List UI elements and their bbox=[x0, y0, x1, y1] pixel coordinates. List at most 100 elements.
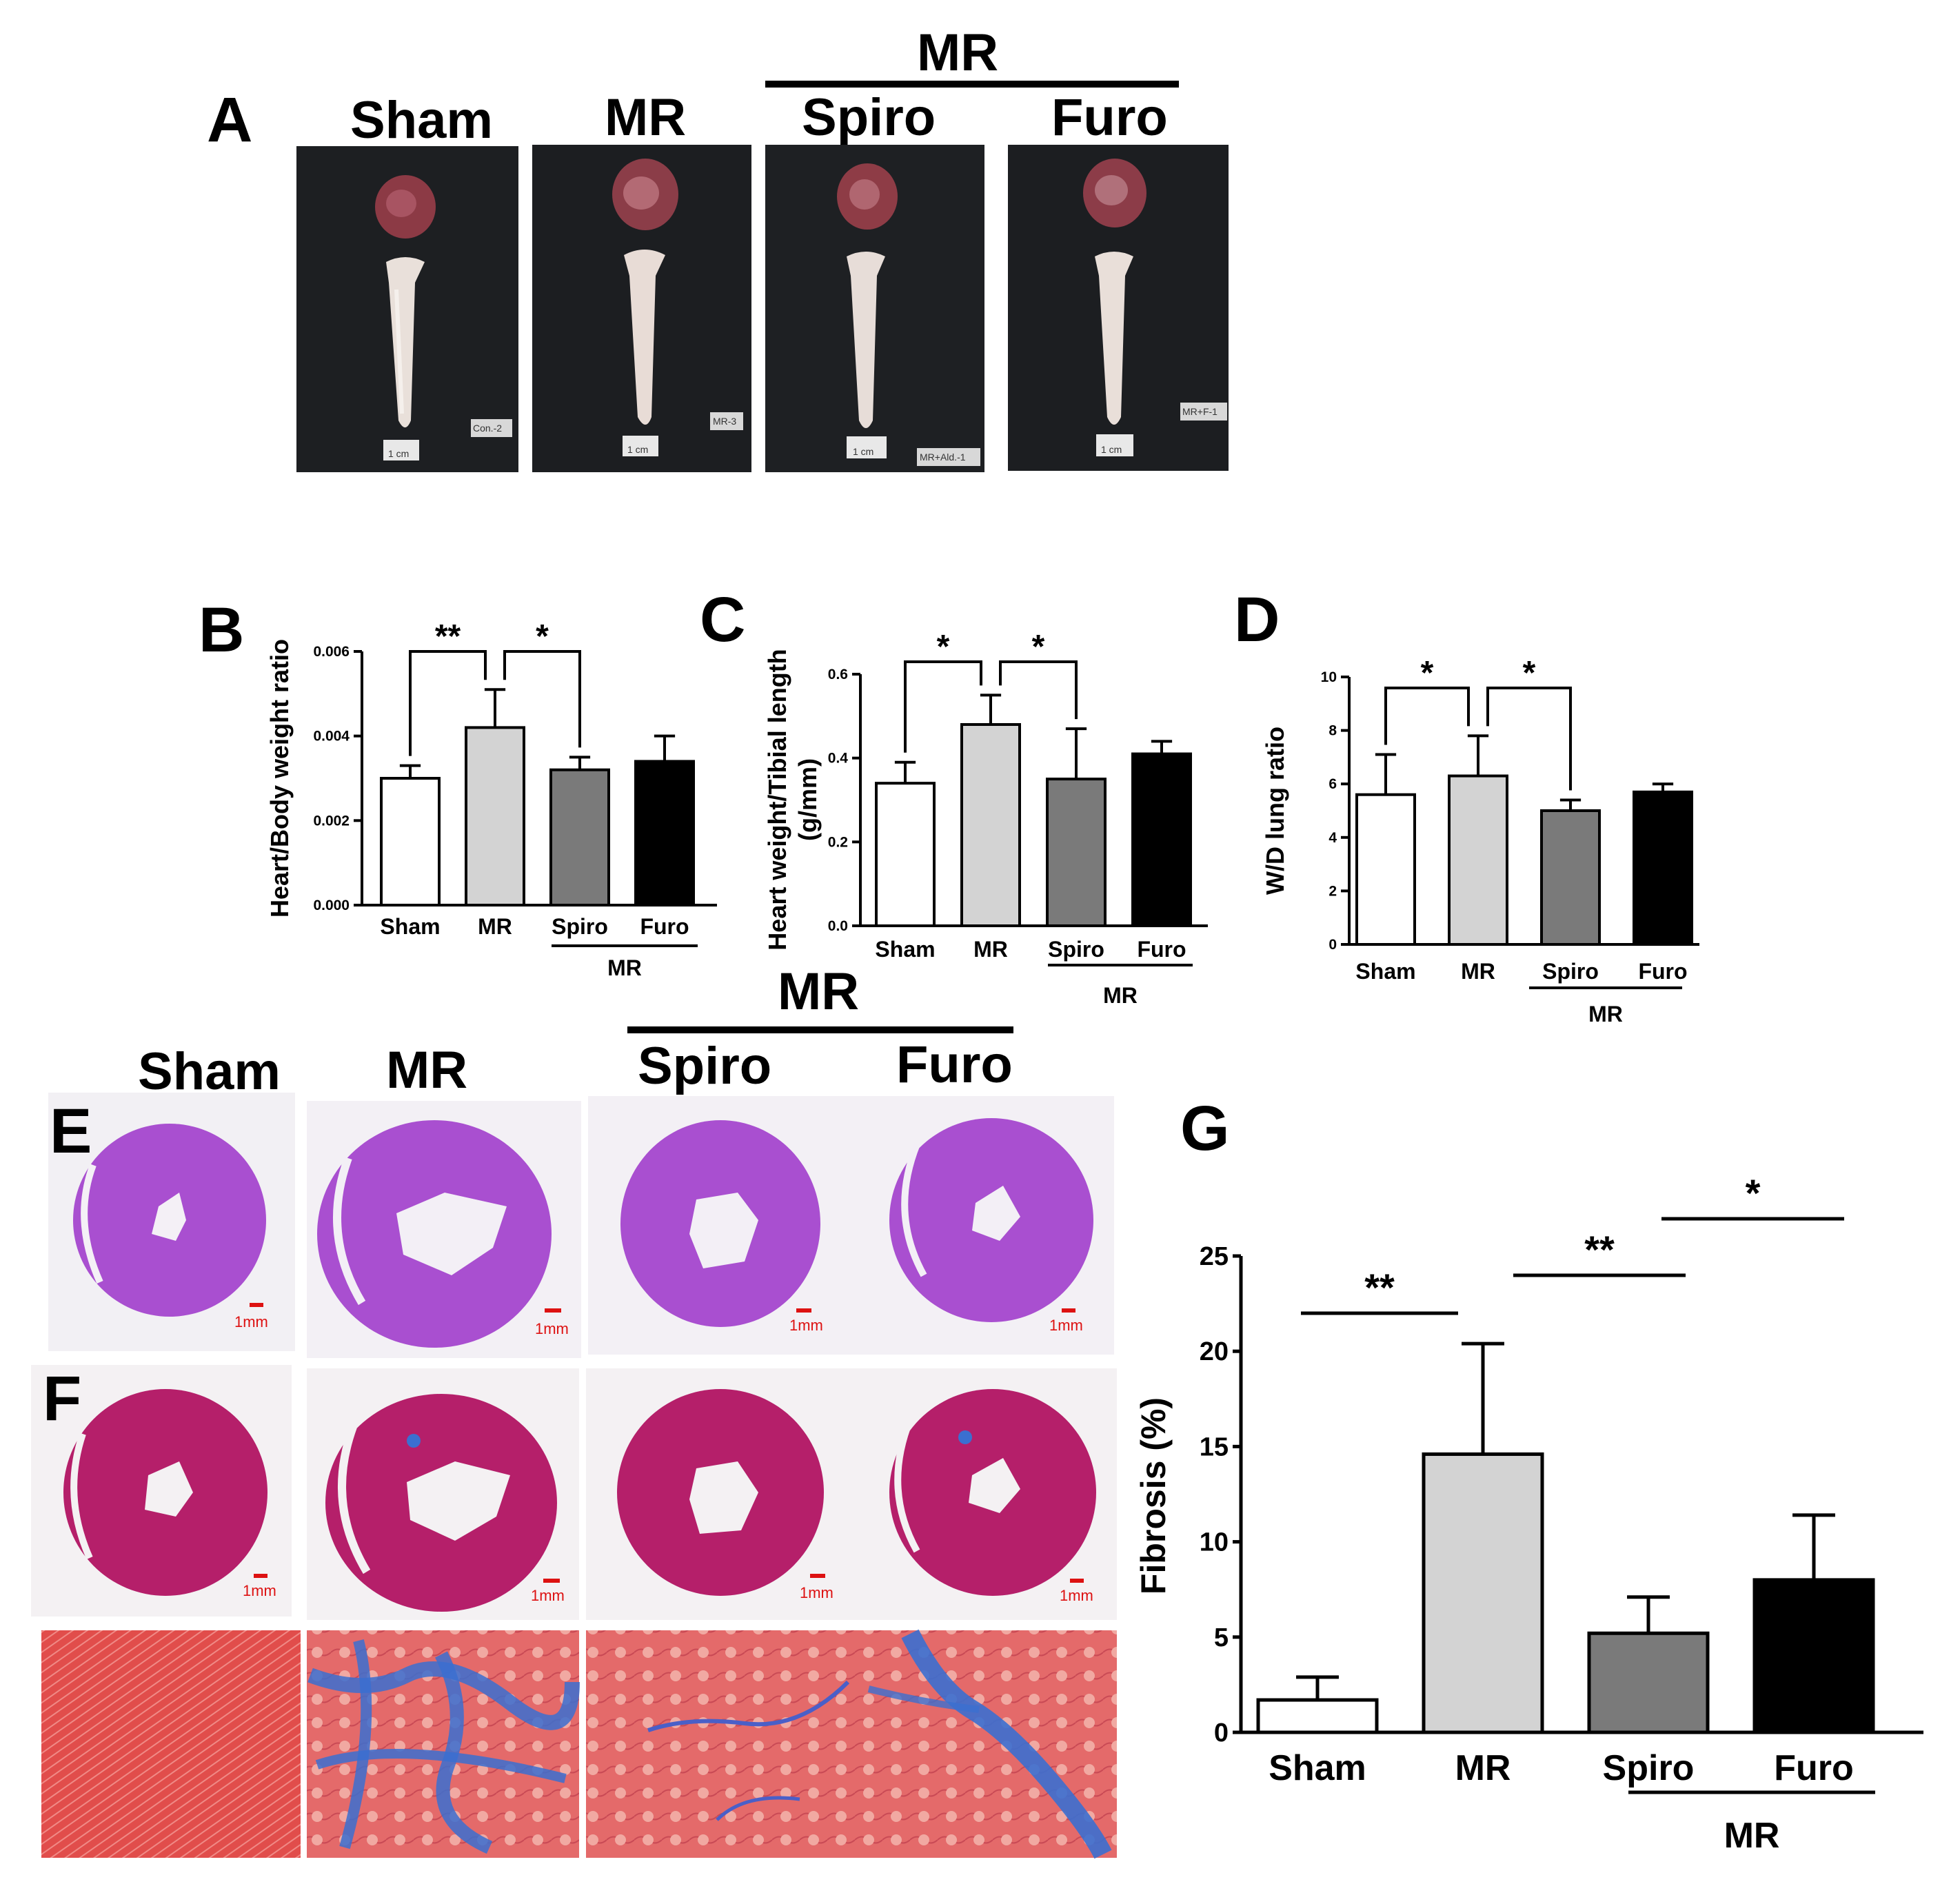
b-bar-spiro bbox=[549, 768, 610, 906]
section-label-spiro: Spiro bbox=[638, 1037, 771, 1095]
panel-label-d: D bbox=[1234, 585, 1280, 655]
c-bar-sham bbox=[875, 782, 936, 927]
d-category-label: Sham bbox=[1355, 959, 1415, 984]
photo-tag-sham: Con.-2 bbox=[473, 423, 502, 434]
c-category-label: Sham bbox=[875, 937, 935, 962]
photo-header-mr: MR bbox=[917, 23, 998, 82]
scale-label-photo-4: 1 cm bbox=[1101, 444, 1122, 455]
g-significance-label: ** bbox=[1364, 1266, 1395, 1309]
c-category-label: Spiro bbox=[1048, 937, 1104, 962]
d-significance-bracket bbox=[1384, 687, 1470, 745]
c-y-tick-label: 0.6 bbox=[828, 667, 848, 682]
c-y-axis-label: Heart weight/Tibial length(g/mm) bbox=[763, 649, 822, 950]
g-category-label: Sham bbox=[1269, 1748, 1366, 1788]
d-significance-label: * bbox=[1523, 655, 1536, 691]
chart-heart-tibial-length: 0.0 0.2 0.4 0.6 Heart weight/Tibial length(g… bbox=[763, 629, 1208, 1008]
g-y-tick-label: 0 bbox=[1214, 1719, 1229, 1748]
panel-label-a: A bbox=[207, 85, 252, 155]
b-significance-label: * bbox=[536, 618, 549, 655]
b-y-tick-label: 0.002 bbox=[313, 813, 350, 829]
d-bar-spiro bbox=[1540, 809, 1601, 946]
d-category-label: Spiro bbox=[1542, 959, 1599, 984]
panel-label-c: C bbox=[700, 585, 745, 655]
b-y-axis-label: Heart/Body weight ratio bbox=[265, 639, 294, 918]
photo-label-mr: MR bbox=[605, 88, 686, 147]
panel-a: A Sham MR MR Spiro Furo 1 cm Con.-2 1 cm… bbox=[207, 23, 1229, 472]
g-bar-spiro bbox=[1587, 1631, 1710, 1734]
g-category-label: MR bbox=[1455, 1748, 1511, 1788]
g-category-label: Furo bbox=[1774, 1748, 1854, 1788]
g-bar-furo bbox=[1752, 1578, 1875, 1734]
section-label-sham: Sham bbox=[138, 1042, 281, 1101]
scale-label-photo-2: 1 cm bbox=[627, 444, 648, 455]
g-y-tick-label: 10 bbox=[1200, 1528, 1229, 1557]
panel-ef: Sham MR MR Spiro Furo 1mm E 1mm 1mm 1mm bbox=[31, 962, 1117, 1859]
b-y-tick-label: 0.000 bbox=[313, 898, 350, 913]
b-bar-furo bbox=[634, 760, 695, 907]
d-group-label: MR bbox=[1588, 1002, 1623, 1026]
c-y-tick-label: 0.2 bbox=[828, 834, 848, 850]
d-category-label: Furo bbox=[1638, 959, 1687, 984]
c-significance-bracket bbox=[904, 660, 982, 753]
panel-label-f: F bbox=[43, 1364, 81, 1434]
b-bar-mr bbox=[465, 726, 525, 907]
masson-hpf-spiro bbox=[586, 1630, 860, 1858]
d-y-tick-label: 6 bbox=[1328, 776, 1337, 792]
chart-fibrosis: 0 5 10 15 20 25 Fibrosis (%) Sham MR Spiro Furo MR *… bbox=[1134, 1171, 1923, 1856]
c-significance-label: * bbox=[937, 629, 950, 665]
photo-label-sham: Sham bbox=[350, 91, 493, 150]
section-header-mr: MR bbox=[778, 962, 859, 1021]
b-y-tick-label: 0.006 bbox=[313, 644, 350, 660]
masson-hpf-mr bbox=[307, 1630, 580, 1858]
panel-label-e: E bbox=[50, 1096, 92, 1166]
d-significance-label: * bbox=[1421, 655, 1434, 691]
scale-label-f4: 1mm bbox=[1060, 1587, 1093, 1604]
section-label-mr: MR bbox=[386, 1041, 467, 1100]
d-category-label: MR bbox=[1461, 959, 1495, 984]
photo-mr: 1 cm MR-3 bbox=[532, 145, 751, 472]
c-y-axis-label-line: (g/mm) bbox=[794, 758, 822, 841]
chart-heart-body-weight: 0.000 0.002 0.004 0.006 Heart/Body weight ra… bbox=[265, 618, 717, 980]
g-y-tick-label: 20 bbox=[1200, 1337, 1229, 1366]
b-significance-bracket bbox=[503, 650, 581, 748]
scale-label-f2: 1mm bbox=[531, 1587, 565, 1604]
g-group-label: MR bbox=[1724, 1816, 1780, 1856]
b-category-label: Spiro bbox=[552, 914, 608, 939]
photo-label-spiro: Spiro bbox=[802, 88, 936, 147]
d-y-axis-label: W/D lung ratio bbox=[1261, 727, 1289, 895]
g-y-axis-label: Fibrosis (%) bbox=[1134, 1397, 1173, 1594]
g-significance-label: ** bbox=[1584, 1228, 1615, 1271]
section-label-furo: Furo bbox=[896, 1035, 1013, 1094]
scale-label-e4: 1mm bbox=[1049, 1317, 1083, 1334]
photo-furo: 1 cm MR+F-1 bbox=[1008, 145, 1229, 471]
b-group-label: MR bbox=[607, 955, 642, 980]
c-bar-mr bbox=[960, 723, 1021, 927]
scale-label-e3: 1mm bbox=[789, 1317, 823, 1334]
d-y-tick-label: 0 bbox=[1328, 937, 1337, 953]
d-y-tick-label: 4 bbox=[1328, 830, 1337, 846]
scale-label-f3: 1mm bbox=[800, 1584, 833, 1601]
b-significance-label: ** bbox=[435, 618, 461, 655]
d-bar-sham bbox=[1355, 793, 1416, 946]
scale-label-photo-3: 1 cm bbox=[853, 446, 873, 457]
d-y-tick-label: 2 bbox=[1328, 883, 1337, 899]
b-y-tick-label: 0.004 bbox=[313, 729, 350, 745]
g-y-tick-label: 5 bbox=[1214, 1623, 1229, 1652]
c-y-tick-label: 0.0 bbox=[828, 918, 848, 934]
b-bar-sham bbox=[380, 777, 441, 906]
b-category-label: MR bbox=[478, 914, 512, 939]
g-y-tick-label: 25 bbox=[1200, 1242, 1229, 1271]
masson-hpf-sham bbox=[41, 1630, 301, 1858]
photo-label-furo: Furo bbox=[1051, 88, 1168, 147]
b-category-label: Furo bbox=[640, 914, 689, 939]
c-significance-bracket bbox=[999, 660, 1078, 720]
photo-tag-furo: MR+F-1 bbox=[1182, 406, 1218, 417]
c-category-label: MR bbox=[973, 937, 1008, 962]
panel-label-b: B bbox=[199, 595, 244, 665]
g-y-tick-label: 15 bbox=[1200, 1432, 1229, 1461]
c-category-label: Furo bbox=[1137, 937, 1186, 962]
scale-label-f1: 1mm bbox=[243, 1582, 276, 1599]
d-y-tick-label: 8 bbox=[1328, 723, 1337, 739]
photo-spiro: 1 cm MR+Ald.-1 bbox=[765, 145, 984, 472]
